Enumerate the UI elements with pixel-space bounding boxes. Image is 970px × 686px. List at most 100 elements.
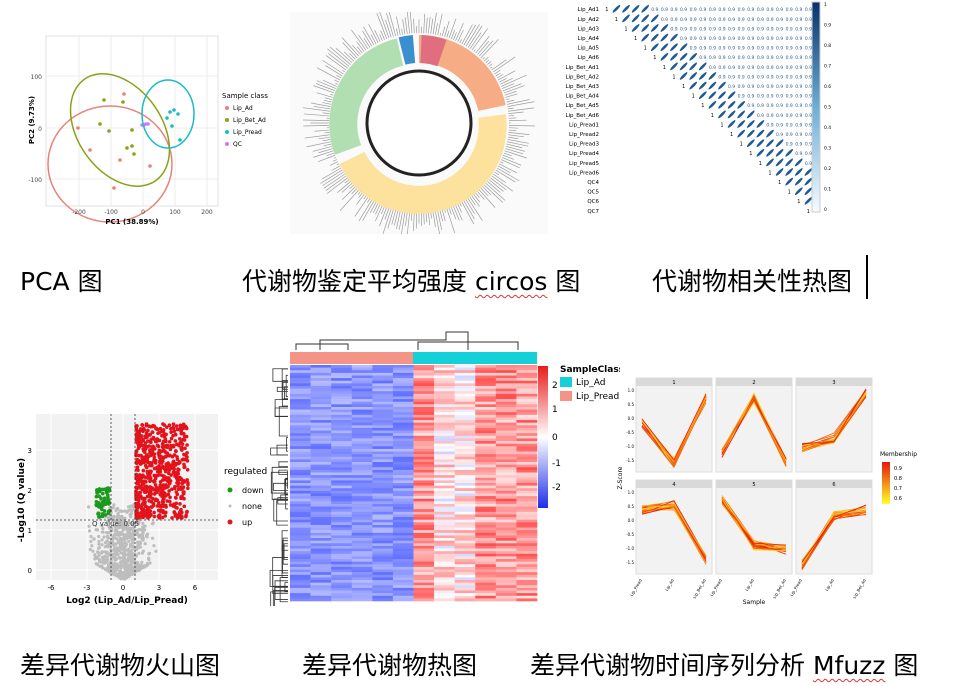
- heatmap-cell: [331, 593, 353, 597]
- heatmap-cell: [290, 425, 311, 429]
- volcano-point-up: [176, 487, 181, 491]
- volcano-point: [114, 542, 118, 546]
- circos-label-line: [491, 59, 507, 71]
- heatmap-cell: [475, 582, 497, 586]
- heatmap-cell: [495, 545, 517, 549]
- heatmap-cell: [290, 446, 311, 450]
- heatmap-cell: [331, 538, 353, 541]
- volcano-point: [139, 563, 143, 568]
- heatmap-cell: [454, 399, 476, 403]
- heatmap-cell: [331, 454, 353, 458]
- circos-label-line: [363, 195, 367, 200]
- pca-point: [148, 164, 152, 168]
- corr-ellipse: [737, 100, 746, 109]
- heatmap-cell: [475, 451, 497, 455]
- corr-diag-value: 1: [768, 170, 771, 176]
- corr-value: 0.9: [766, 36, 773, 42]
- corr-diag-value: 1: [644, 46, 647, 52]
- heatmap-cell: [310, 580, 332, 583]
- heatmap-row-dendrogram: [285, 374, 288, 398]
- caption-volcano: 差异代谢物火山图: [20, 651, 221, 680]
- heatmap-cell: [516, 582, 538, 586]
- heatmap-cell: [413, 425, 435, 429]
- heatmap-cell: [475, 587, 497, 591]
- corr-diag-value: 1: [634, 36, 637, 42]
- volcano-point: [129, 527, 133, 532]
- volcano-point-up: [141, 479, 146, 484]
- volcano-point-up: [145, 494, 150, 499]
- heatmap-row-dendrogram: [281, 379, 288, 407]
- heatmap-cell: [413, 472, 435, 476]
- heatmap-cell: [372, 375, 394, 379]
- circos-label-line: [354, 196, 369, 217]
- corr-value: 0.9: [738, 94, 745, 100]
- heatmap-cell: [475, 435, 497, 439]
- heatmap-cell: [392, 551, 414, 555]
- corr-ellipse: [708, 81, 717, 90]
- heatmap-cell: [413, 498, 435, 502]
- corr-value: 0.9: [738, 84, 745, 90]
- volcano-point-up: [182, 480, 187, 484]
- heatmap-cell: [290, 496, 311, 500]
- corr-ellipse: [698, 91, 707, 100]
- heatmap-cell: [495, 524, 517, 528]
- heatmap-cell: [495, 480, 517, 484]
- heatmap-cell: [351, 430, 373, 434]
- volcano-point: [140, 560, 144, 564]
- heatmap-cell: [372, 420, 394, 423]
- heatmap-cell: [516, 396, 538, 400]
- heatmap-cell: [475, 564, 497, 568]
- heatmap-cell: [331, 391, 353, 395]
- heatmap-cell: [331, 409, 353, 413]
- heatmap-cell: [495, 441, 517, 444]
- volcano-point-up: [186, 482, 190, 487]
- volcano-point: [104, 567, 108, 571]
- heatmap-cell: [372, 378, 394, 382]
- circos-label-line: [401, 211, 406, 234]
- volcano-point-up: [154, 426, 158, 431]
- heatmap-cell: [413, 420, 435, 423]
- caption-mfuzz: 差异代谢物时间序列分析 Mfuzz 图: [530, 646, 918, 682]
- heatmap-cell: [413, 530, 435, 534]
- heatmap-cell: [392, 469, 414, 473]
- circos-label-line: [367, 198, 371, 203]
- volcano-point-up: [179, 431, 184, 436]
- heatmap-cell: [331, 430, 353, 434]
- circos-label-line: [329, 46, 351, 65]
- circos-label-line: [395, 28, 399, 36]
- heatmap-cell: [454, 443, 476, 447]
- heatmap-cell: [392, 553, 414, 557]
- heatmap-cell: [475, 459, 497, 463]
- circos-label-line: [303, 113, 330, 117]
- circos-label-line: [492, 56, 516, 73]
- circos-label-line: [349, 53, 356, 60]
- heatmap-cell: [434, 391, 455, 395]
- heatmap-cell: [310, 519, 332, 523]
- circos-label-line: [500, 77, 513, 85]
- heatmap-cell: [475, 485, 497, 489]
- volcano-point: [119, 574, 123, 578]
- volcano-point-up: [134, 467, 139, 472]
- heatmap-cell: [331, 503, 353, 507]
- heatmap-cell: [290, 469, 311, 473]
- heatmap-cell: [454, 572, 476, 576]
- heatmap-cell: [290, 498, 311, 502]
- heatmap-cell: [434, 414, 455, 418]
- volcano-point: [142, 527, 146, 531]
- heatmap-cell: [413, 380, 435, 384]
- volcano-point-down: [97, 514, 102, 519]
- caption-heatmap: 差异代谢物热图: [302, 651, 478, 680]
- heatmap-cell: [434, 564, 455, 568]
- heatmap-cell: [331, 511, 353, 515]
- heatmap-cell: [475, 574, 497, 578]
- volcano-point-down: [101, 499, 105, 504]
- heatmap-cell: [351, 475, 373, 479]
- circos-label-line: [496, 167, 520, 182]
- volcano-point-down: [104, 489, 109, 493]
- corr-scale-label: 0.2: [824, 166, 831, 172]
- heatmap-cell: [392, 585, 414, 589]
- heatmap-cell: [331, 435, 353, 439]
- volcano-point-up: [147, 474, 152, 478]
- heatmap-cell: [331, 483, 353, 486]
- heatmap-cell: [413, 438, 435, 442]
